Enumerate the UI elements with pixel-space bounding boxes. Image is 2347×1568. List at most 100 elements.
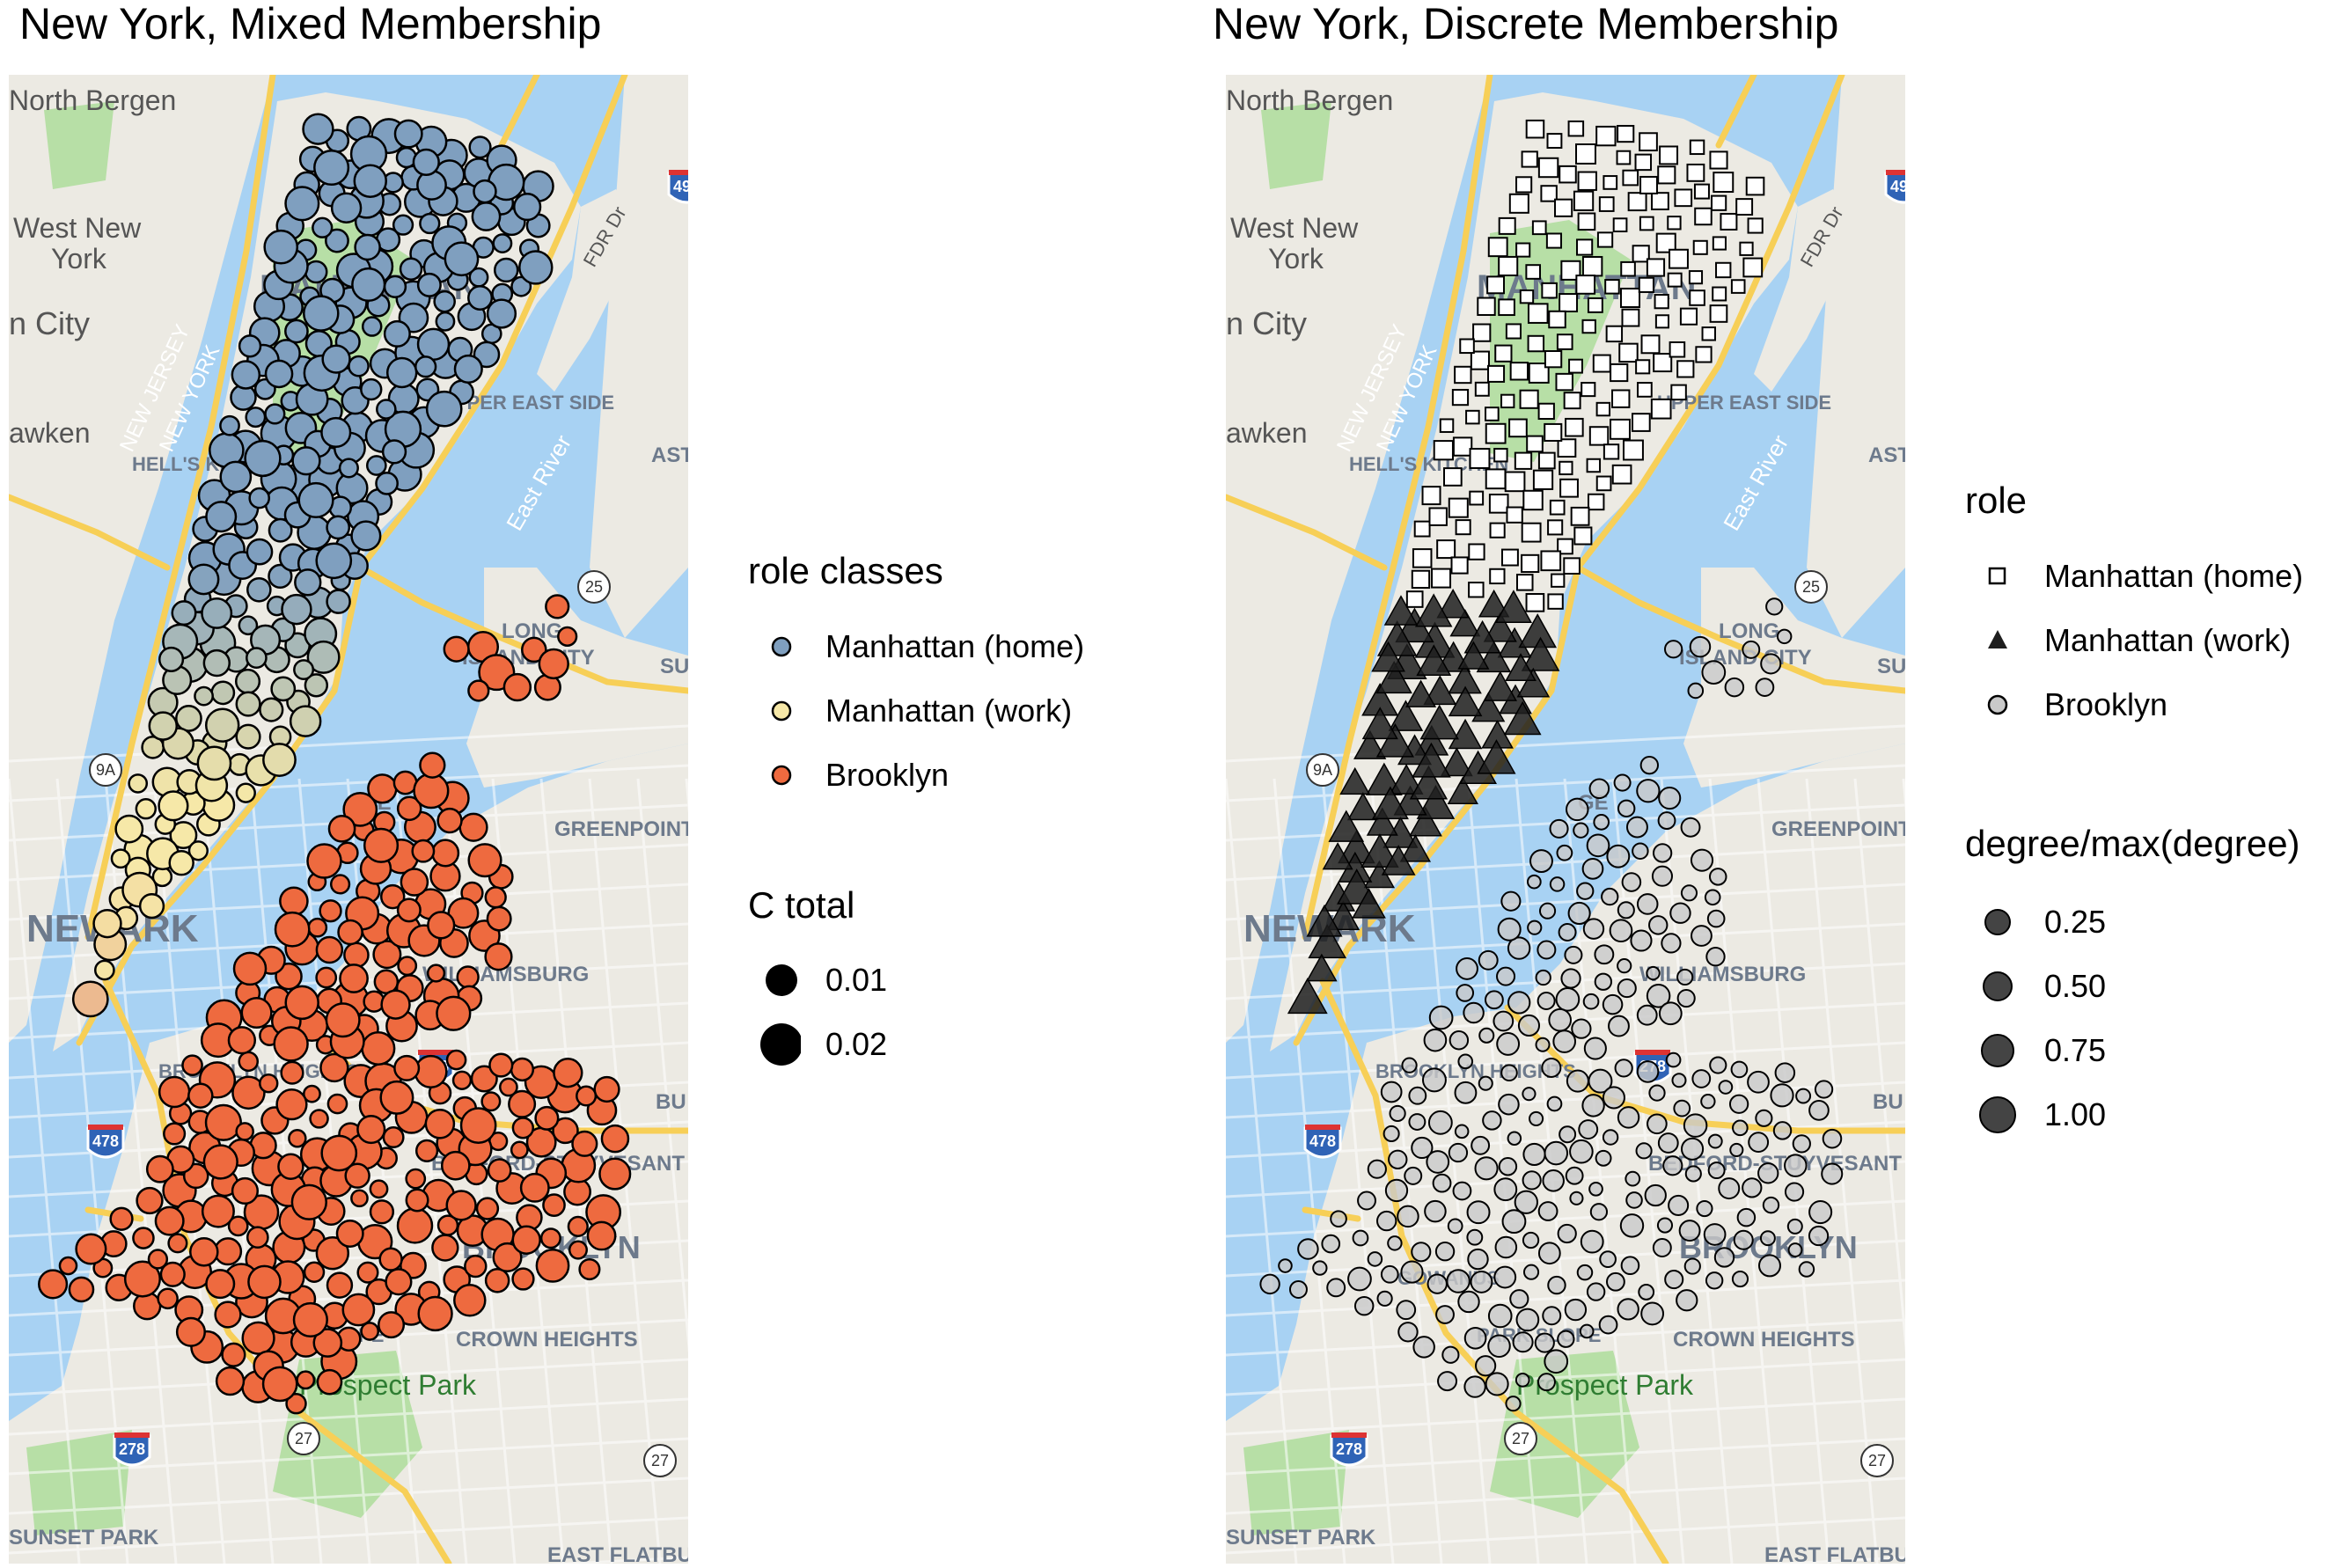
node-square-home xyxy=(1556,333,1573,350)
node-point-brooklyn xyxy=(458,812,488,842)
williamsburg-label: WILLIAMSBURG xyxy=(1639,963,1806,986)
node-circle-brooklyn xyxy=(1759,1230,1776,1247)
node-point-manhattan xyxy=(268,563,293,590)
node-circle-brooklyn xyxy=(1798,1261,1815,1278)
node-point-brooklyn xyxy=(315,935,344,964)
node-point-manhattan xyxy=(246,576,272,603)
map-mixed-membership[interactable]: North Bergen West New York n City awken NEW J… xyxy=(9,75,688,1564)
street-line xyxy=(9,1437,688,1476)
legend-item-brooklyn: Brooklyn xyxy=(748,753,949,797)
node-circle-brooklyn xyxy=(1567,901,1591,926)
node-triangle-work xyxy=(1457,641,1490,670)
node-point-brooklyn xyxy=(360,1322,380,1341)
node-circle-brooklyn xyxy=(1557,1330,1575,1348)
node-circle-brooklyn xyxy=(1713,1247,1735,1268)
node-circle-brooklyn xyxy=(1776,628,1793,645)
shield-25: 25 xyxy=(577,570,611,604)
node-point-brooklyn xyxy=(510,1140,529,1160)
astoria-label: AST xyxy=(1868,443,1905,467)
node-circle-brooklyn xyxy=(1664,1270,1684,1290)
node-circle-brooklyn xyxy=(1522,1231,1540,1249)
node-square-home xyxy=(1638,276,1654,293)
node-circle-brooklyn xyxy=(1565,1166,1584,1185)
node-circle-brooklyn xyxy=(1541,1057,1562,1078)
node-circle-brooklyn xyxy=(1515,1372,1530,1388)
node-circle-brooklyn xyxy=(1427,1110,1453,1135)
node-triangle-work xyxy=(1306,953,1338,982)
map-discrete-membership[interactable]: North Bergen West New York n City awken NEW J… xyxy=(1226,75,1905,1564)
node-circle-brooklyn xyxy=(1668,1194,1690,1216)
node-point-brooklyn xyxy=(202,1144,238,1180)
node-circle-brooklyn xyxy=(1748,1132,1770,1154)
node-point-manhattan xyxy=(385,356,418,389)
node-circle-brooklyn xyxy=(1452,1181,1472,1201)
node-square-home xyxy=(1655,232,1676,253)
node-square-home xyxy=(1735,198,1754,216)
node-square-home xyxy=(1570,506,1590,526)
node-triangle-work xyxy=(1409,765,1449,800)
node-circle-brooklyn xyxy=(1487,1303,1513,1329)
node-square-home xyxy=(1563,557,1581,575)
node-triangle-work xyxy=(1365,762,1403,795)
node-point-brooklyn xyxy=(393,1054,421,1081)
node-triangle-work xyxy=(1346,792,1379,821)
node-point-brooklyn xyxy=(277,1153,304,1180)
node-circle-brooklyn xyxy=(1755,1109,1773,1127)
street-line xyxy=(1226,1397,1905,1436)
node-circle-brooklyn xyxy=(1646,984,1671,1008)
node-point-manhattan xyxy=(114,814,144,844)
node-point-brooklyn xyxy=(201,1194,235,1228)
node-point-brooklyn xyxy=(325,1002,361,1038)
node-triangle-work xyxy=(1322,842,1353,870)
node-square-home xyxy=(1551,573,1566,588)
node-point-brooklyn xyxy=(296,1370,316,1390)
node-circle-brooklyn xyxy=(1475,1355,1497,1377)
state-shield-number: 27 xyxy=(651,1452,669,1469)
street-line xyxy=(1226,1041,1905,1080)
node-point-brooklyn xyxy=(378,1247,403,1271)
node-point-brooklyn xyxy=(204,1103,242,1141)
node-circle-brooklyn xyxy=(1651,865,1674,887)
state-shield-number: 27 xyxy=(1512,1430,1529,1447)
node-point-brooklyn xyxy=(553,1058,583,1088)
node-square-home xyxy=(1500,548,1519,567)
node-square-home xyxy=(1709,150,1728,170)
greenpoint-label: GREENPOINT xyxy=(1771,817,1905,841)
node-circle-brooklyn xyxy=(1466,1228,1484,1246)
node-circle-brooklyn xyxy=(1639,755,1660,775)
node-circle-brooklyn xyxy=(1463,1001,1485,1024)
legend-size-label-001: 0.01 xyxy=(825,962,888,998)
node-point-manhattan xyxy=(204,707,240,743)
node-circle-brooklyn xyxy=(1537,940,1557,960)
legend-size-002: 0.02 xyxy=(748,1022,887,1066)
node-point-brooklyn xyxy=(486,905,512,932)
node-circle-brooklyn xyxy=(1630,929,1653,952)
node-circle-brooklyn xyxy=(1644,1183,1667,1207)
node-circle-brooklyn xyxy=(1588,778,1610,800)
node-point-brooklyn xyxy=(419,751,446,779)
legend-degree-label-050: 0.50 xyxy=(2044,968,2107,1004)
node-point-brooklyn xyxy=(499,1077,518,1097)
node-point-brooklyn xyxy=(288,1129,307,1148)
node-point-manhattan xyxy=(202,648,231,678)
node-point-brooklyn xyxy=(136,1186,164,1215)
node-square-home xyxy=(1695,346,1713,363)
node-circle-brooklyn xyxy=(1542,1306,1562,1326)
node-point-brooklyn xyxy=(519,1172,550,1203)
node-circle-brooklyn xyxy=(1427,1273,1448,1294)
node-point-brooklyn xyxy=(356,1261,379,1284)
node-circle-brooklyn xyxy=(1546,1095,1563,1112)
node-point-manhattan xyxy=(399,257,423,281)
node-point-brooklyn xyxy=(411,839,436,863)
node-point-brooklyn xyxy=(380,989,411,1020)
node-square-home xyxy=(1575,143,1596,165)
node-circle-brooklyn xyxy=(1729,1142,1744,1157)
node-square-home xyxy=(1455,519,1471,536)
node-point-manhattan xyxy=(92,908,122,939)
node-point-brooklyn xyxy=(459,1107,497,1144)
highway-bqe-south xyxy=(102,978,452,1564)
node-point-brooklyn xyxy=(484,942,513,971)
node-circle-brooklyn xyxy=(1347,1266,1372,1292)
node-point-manhattan xyxy=(158,646,185,672)
node-circle-brooklyn xyxy=(1605,1271,1625,1292)
